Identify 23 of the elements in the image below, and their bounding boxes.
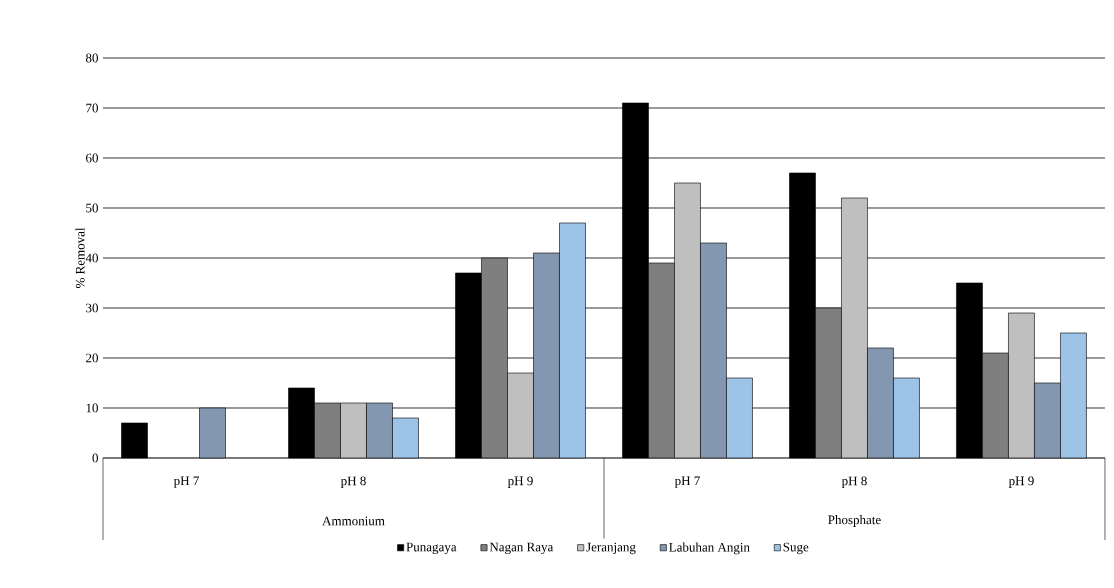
y-axis-title: % Removal (75, 227, 85, 289)
y-tick-label: 60 (86, 153, 98, 163)
x-tick-label: pH 7 (674, 476, 700, 488)
legend-label: Nagan Raya (489, 542, 554, 555)
y-tick-label: 30 (86, 303, 98, 313)
y-tick-label: 10 (86, 403, 98, 413)
x-tick-label: pH 9 (507, 476, 533, 488)
legend-label: Punagaya (406, 542, 457, 555)
y-tick-label: 20 (86, 353, 98, 363)
y-tick-label: 50 (86, 203, 98, 213)
y-tick-label: 40 (85, 253, 98, 263)
x-tick-label: pH 8 (841, 476, 867, 488)
x-tick-label: pH 9 (1008, 476, 1034, 488)
legend-label: Suge (783, 542, 809, 555)
y-tick-label: 0 (92, 453, 98, 463)
text: Phosphate (828, 515, 881, 527)
x-tick-label: pH 8 (340, 476, 366, 488)
legend-label: Jeranjang (586, 542, 636, 555)
y-tick-label: 70 (86, 103, 98, 113)
y-tick-label: 80 (85, 53, 98, 63)
legend-label: Labuhan Angin (669, 542, 750, 555)
text: Ammonium (322, 516, 385, 526)
x-tick-label: pH 7 (173, 476, 199, 488)
